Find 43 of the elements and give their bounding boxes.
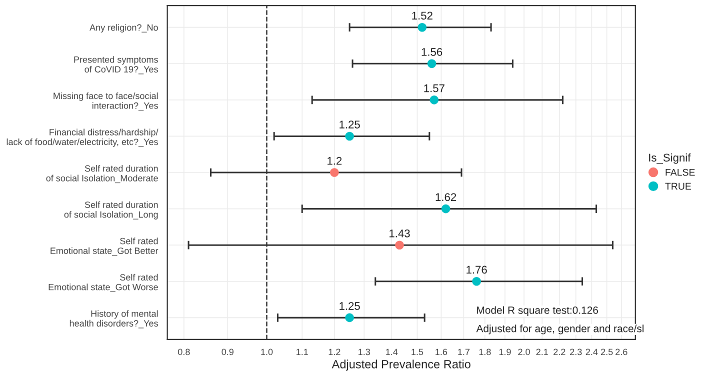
x-tick-label: 2.4 xyxy=(586,348,598,356)
data-label: 1.57 xyxy=(424,84,444,92)
x-tick-label: 1.4 xyxy=(386,348,398,356)
y-tick-label: Self rated duration of social Isolation_Long xyxy=(64,201,158,220)
data-label: 1.43 xyxy=(390,229,410,238)
x-tick-label: 1.9 xyxy=(499,348,511,356)
legend-label: TRUE xyxy=(665,182,692,190)
y-tick-label: Self rated Emotional state_Got Worse xyxy=(48,274,158,292)
annotation: Model R square test:0.126 xyxy=(477,306,598,316)
y-tick-label: Self rated Emotional state_Got Better xyxy=(50,238,158,256)
y-tick-label: Self rated duration of social Isolation_Moderate xyxy=(46,165,158,184)
x-tick-label: 1.5 xyxy=(412,348,424,356)
legend-label: FALSE xyxy=(666,168,695,176)
x-tick-label: 1.6 xyxy=(436,348,448,356)
data-label: 1.2 xyxy=(328,156,342,165)
x-tick-label: 1.0 xyxy=(261,348,273,356)
x-tick-label: 2.1 xyxy=(536,348,548,356)
legend-title: Is_Signif xyxy=(649,153,691,164)
data-label: 1.56 xyxy=(422,48,442,56)
y-tick-label: Missing face to face/social interaction?_Yes xyxy=(54,92,158,111)
x-tick-label: 2.0 xyxy=(518,348,530,356)
y-tick-label: Financial distress/hardship/ lack of food/water/electricity, etc?_Yes xyxy=(6,128,158,147)
data-label: 1.52 xyxy=(412,12,432,20)
x-tick-label: 0.9 xyxy=(222,348,234,356)
x-tick-label: 1.2 xyxy=(328,348,340,356)
x-tick-label: 0.8 xyxy=(178,348,190,356)
x-axis-title: Adjusted Prevalence Ratio xyxy=(332,360,470,371)
x-tick-label: 1.3 xyxy=(358,348,370,356)
y-tick-label: History of mental health disorders?_Yes xyxy=(70,310,158,328)
y-tick-label: Any religion?_No xyxy=(90,24,158,32)
x-tick-label: 1.7 xyxy=(458,348,470,356)
x-tick-label: 2.2 xyxy=(554,348,566,356)
data-label: 1.76 xyxy=(466,266,487,274)
data-label: 1.25 xyxy=(340,302,360,310)
x-tick-label: 2.6 xyxy=(616,348,628,356)
data-label: 1.62 xyxy=(436,193,456,202)
x-tick-label: 2.5 xyxy=(601,348,613,356)
x-tick-label: 1.8 xyxy=(479,348,491,356)
y-tick-label: Presented symptoms of CoVID 19?_Yes xyxy=(74,56,158,74)
annotation: Adjusted for age, gender and race/sl xyxy=(476,324,644,334)
x-tick-label: 1.1 xyxy=(296,348,308,356)
data-label: 1.25 xyxy=(340,120,360,128)
x-tick-label: 2.3 xyxy=(570,348,582,356)
